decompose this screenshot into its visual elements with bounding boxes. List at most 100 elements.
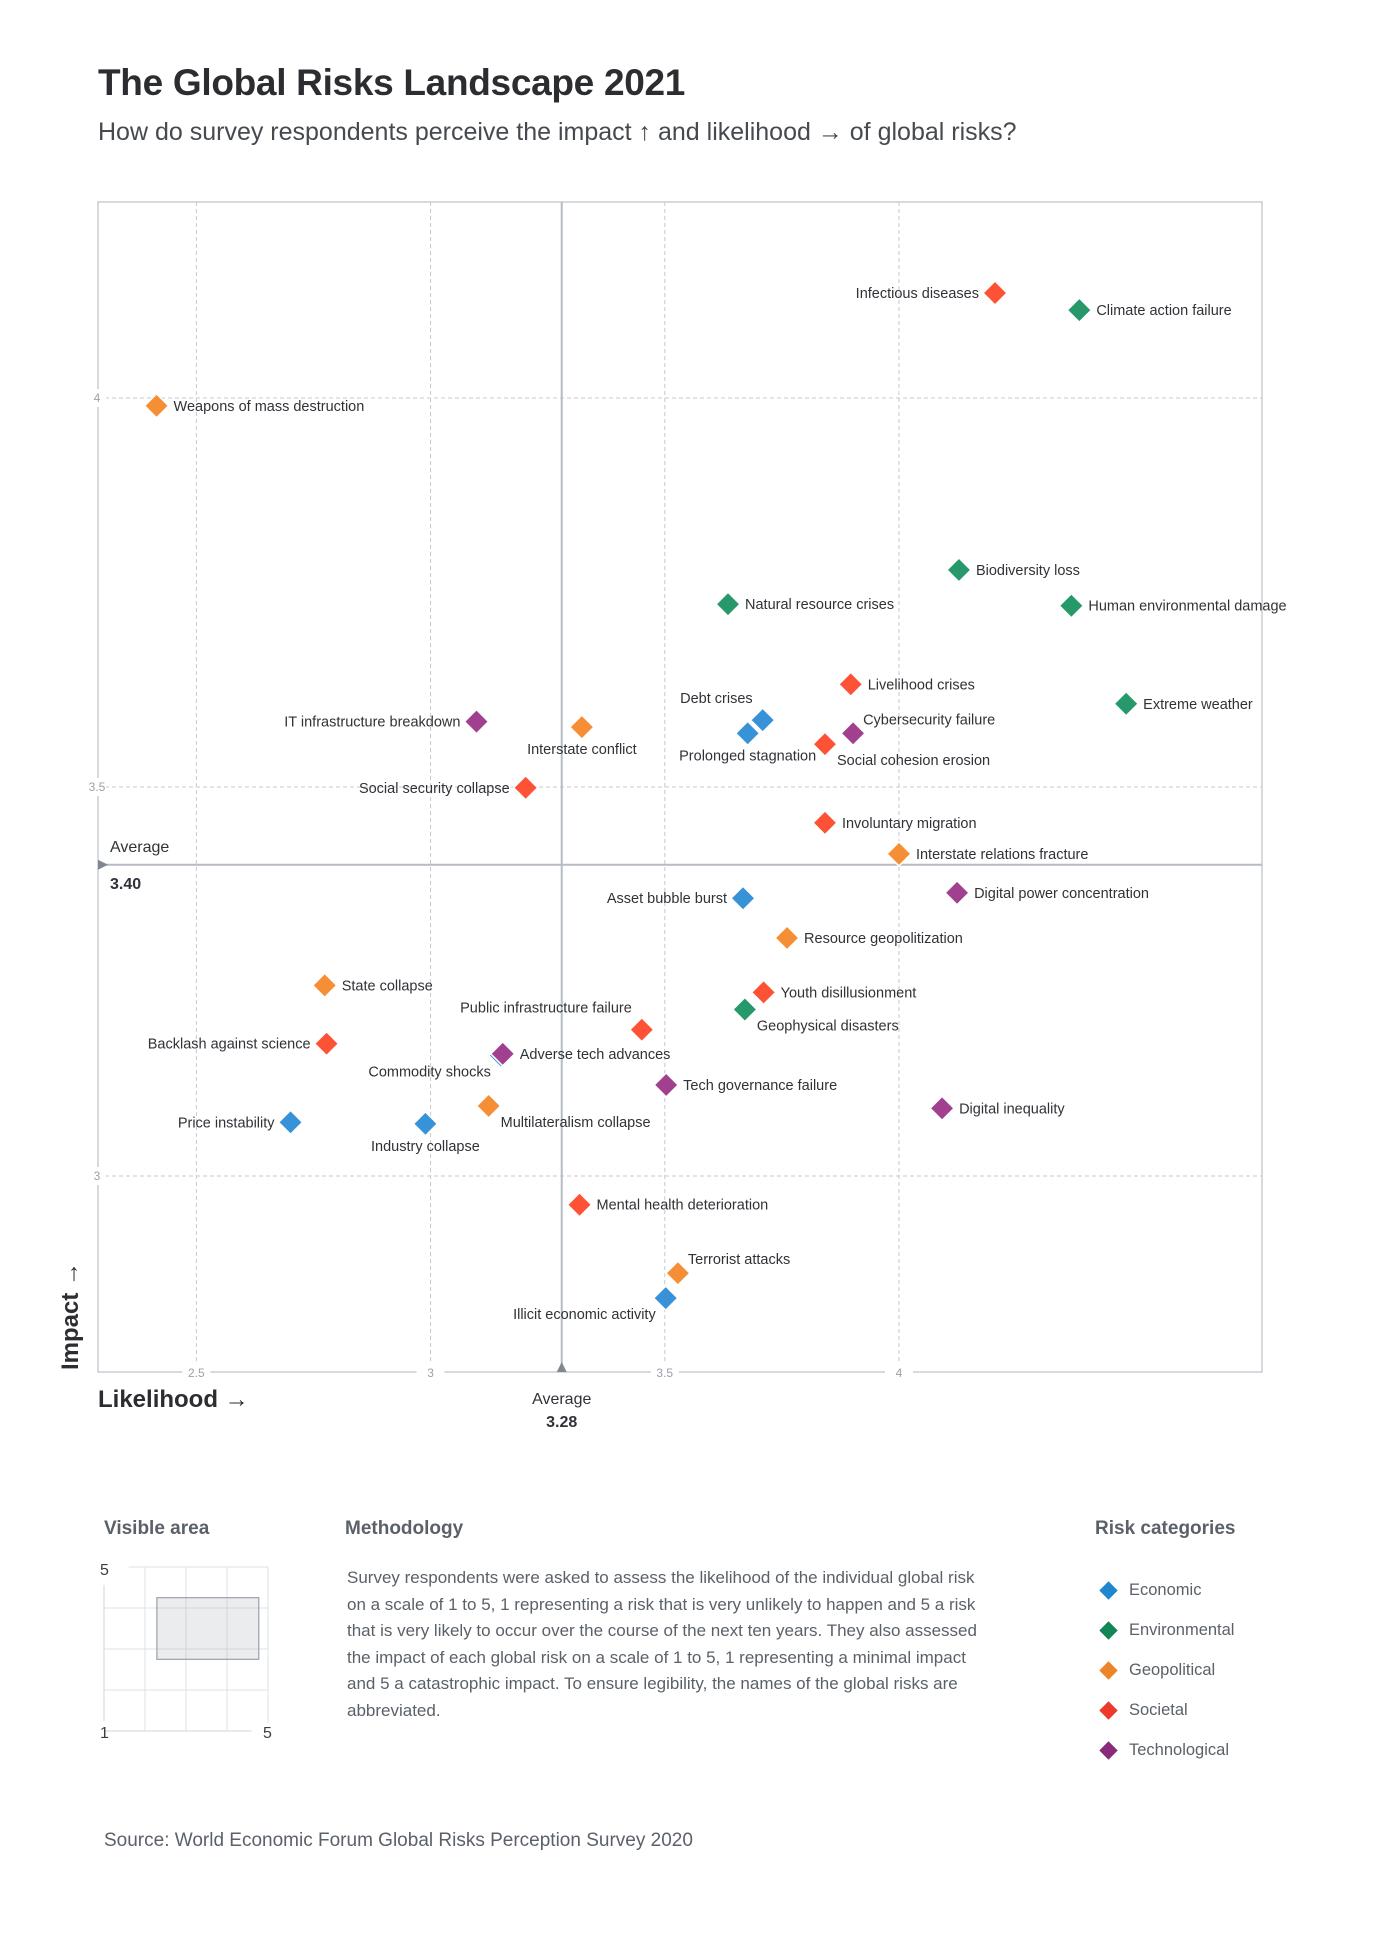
minimap-min: 1	[100, 1725, 109, 1742]
legend-label: Geopolitical	[1129, 1661, 1216, 1679]
legend-item: Environmental	[1099, 1621, 1234, 1640]
point-label: IT infrastructure breakdown	[284, 715, 460, 731]
point-label: Prolonged stagnation	[679, 748, 816, 764]
y-average-label: Average	[110, 839, 169, 856]
data-point: Digital inequality	[929, 1095, 1065, 1122]
point-label: Mental health deterioration	[597, 1198, 769, 1214]
point-label: Digital power concentration	[974, 886, 1149, 902]
point-label: Biodiversity loss	[976, 563, 1080, 579]
diamond-swatch-icon	[1099, 1701, 1118, 1720]
point-label: Debt crises	[680, 691, 753, 707]
visible-area-title: Visible area	[104, 1518, 210, 1539]
data-point: Terrorist attacks	[664, 1252, 790, 1287]
data-point: Public infrastructure failure	[460, 1001, 655, 1043]
legend-item: Societal	[1099, 1701, 1188, 1720]
chart-title: The Global Risks Landscape 2021	[98, 62, 686, 103]
diamond-marker	[773, 924, 801, 951]
data-point: Resource geopolitization	[773, 924, 963, 951]
diamond-marker	[885, 840, 913, 867]
source-note: Source: World Economic Forum Global Risk…	[104, 1830, 693, 1851]
diamond-marker	[729, 885, 757, 912]
diamond-marker	[749, 707, 776, 734]
y-average-marker-icon	[98, 859, 108, 870]
diamond-marker	[512, 774, 539, 801]
diamond-marker	[945, 556, 972, 584]
diamond-marker	[475, 1092, 502, 1120]
data-point: Mental health deterioration	[566, 1191, 769, 1218]
data-point: Illicit economic activity	[513, 1285, 679, 1323]
data-point: Social cohesion erosion	[811, 731, 990, 769]
data-point: Climate action failure	[1066, 297, 1232, 324]
point-label: Illicit economic activity	[513, 1307, 656, 1323]
point-label: Commodity shocks	[368, 1064, 490, 1080]
diamond-marker	[944, 879, 971, 906]
point-label: Youth disillusionment	[781, 985, 917, 1001]
diamond-swatch-icon	[1099, 1661, 1118, 1680]
data-point: Tech governance failure	[653, 1071, 837, 1099]
legend-item: Technological	[1099, 1741, 1229, 1760]
point-label: Involuntary migration	[842, 816, 977, 832]
point-label: State collapse	[342, 978, 433, 994]
methodology-text: Survey respondents were asked to assess …	[347, 1568, 977, 1720]
x-tick-bg	[416, 1364, 445, 1380]
data-point: Social security collapse	[359, 774, 539, 801]
diamond-marker	[750, 979, 777, 1006]
diamond-marker	[652, 1285, 679, 1312]
data-point: Involuntary migration	[811, 809, 977, 836]
tick-labels: 2.5 3 3.5 4 3 3.5 4	[89, 389, 913, 1380]
data-point: Cybersecurity failure	[840, 712, 995, 747]
x-tick-label: 4	[896, 1366, 903, 1380]
diamond-marker	[412, 1110, 439, 1137]
point-label: Interstate conflict	[527, 742, 637, 758]
x-average-marker-icon	[556, 1362, 567, 1372]
x-axis-label: Likelihood →	[98, 1386, 249, 1413]
point-label: Terrorist attacks	[688, 1252, 790, 1268]
point-label: Resource geopolitization	[804, 931, 963, 947]
diamond-marker	[1066, 297, 1093, 324]
point-label: Industry collapse	[371, 1139, 480, 1155]
diamond-marker	[313, 1030, 340, 1057]
point-label: Climate action failure	[1096, 303, 1231, 319]
diamond-marker	[664, 1260, 691, 1287]
diamond-marker	[929, 1095, 956, 1122]
grid	[98, 202, 1262, 1372]
y-axis-label: Impact →	[57, 1262, 84, 1370]
point-label: Livelihood crises	[868, 677, 975, 693]
point-label: Natural resource crises	[745, 597, 894, 613]
x-average-label: Average	[532, 1391, 591, 1408]
diamond-marker	[568, 714, 595, 741]
legend-label: Economic	[1129, 1581, 1202, 1599]
x-tick-bg	[884, 1364, 913, 1380]
diamond-marker	[811, 731, 839, 758]
diamond-marker	[840, 720, 867, 747]
point-label: Infectious diseases	[856, 286, 979, 302]
point-label: Asset bubble burst	[607, 891, 727, 907]
point-label: Human environmental damage	[1088, 599, 1286, 615]
legend-title: Risk categories	[1095, 1518, 1236, 1539]
data-point: Multilateralism collapse	[475, 1092, 651, 1131]
data-point: Human environmental damage	[1058, 592, 1287, 619]
point-label: Extreme weather	[1143, 697, 1253, 713]
data-point: Adverse tech advances	[489, 1040, 670, 1067]
data-point: Infectious diseases	[856, 279, 1009, 307]
legend-label: Technological	[1129, 1741, 1229, 1759]
minimap-y-max: 5	[100, 1562, 109, 1579]
data-point: Livelihood crises	[837, 671, 975, 698]
y-average-value: 3.40	[110, 876, 141, 893]
data-point: State collapse	[311, 972, 433, 999]
legend-item: Geopolitical	[1099, 1661, 1216, 1680]
point-label: Weapons of mass destruction	[174, 399, 365, 415]
point-label: Digital inequality	[959, 1101, 1065, 1117]
diamond-swatch-icon	[1099, 1621, 1118, 1640]
diamond-marker	[837, 671, 864, 698]
data-point: Price instability	[178, 1109, 304, 1136]
y-tick-label: 4	[94, 391, 101, 405]
data-point: Industry collapse	[371, 1110, 480, 1155]
diamond-marker	[1113, 690, 1140, 717]
diamond-marker	[1058, 592, 1085, 619]
point-label: Interstate relations fracture	[916, 847, 1088, 863]
point-label: Cybersecurity failure	[863, 712, 995, 728]
diamond-marker	[811, 809, 839, 836]
point-label: Social cohesion erosion	[837, 753, 990, 769]
visible-area-minimap: 5 1 5	[100, 1562, 272, 1742]
